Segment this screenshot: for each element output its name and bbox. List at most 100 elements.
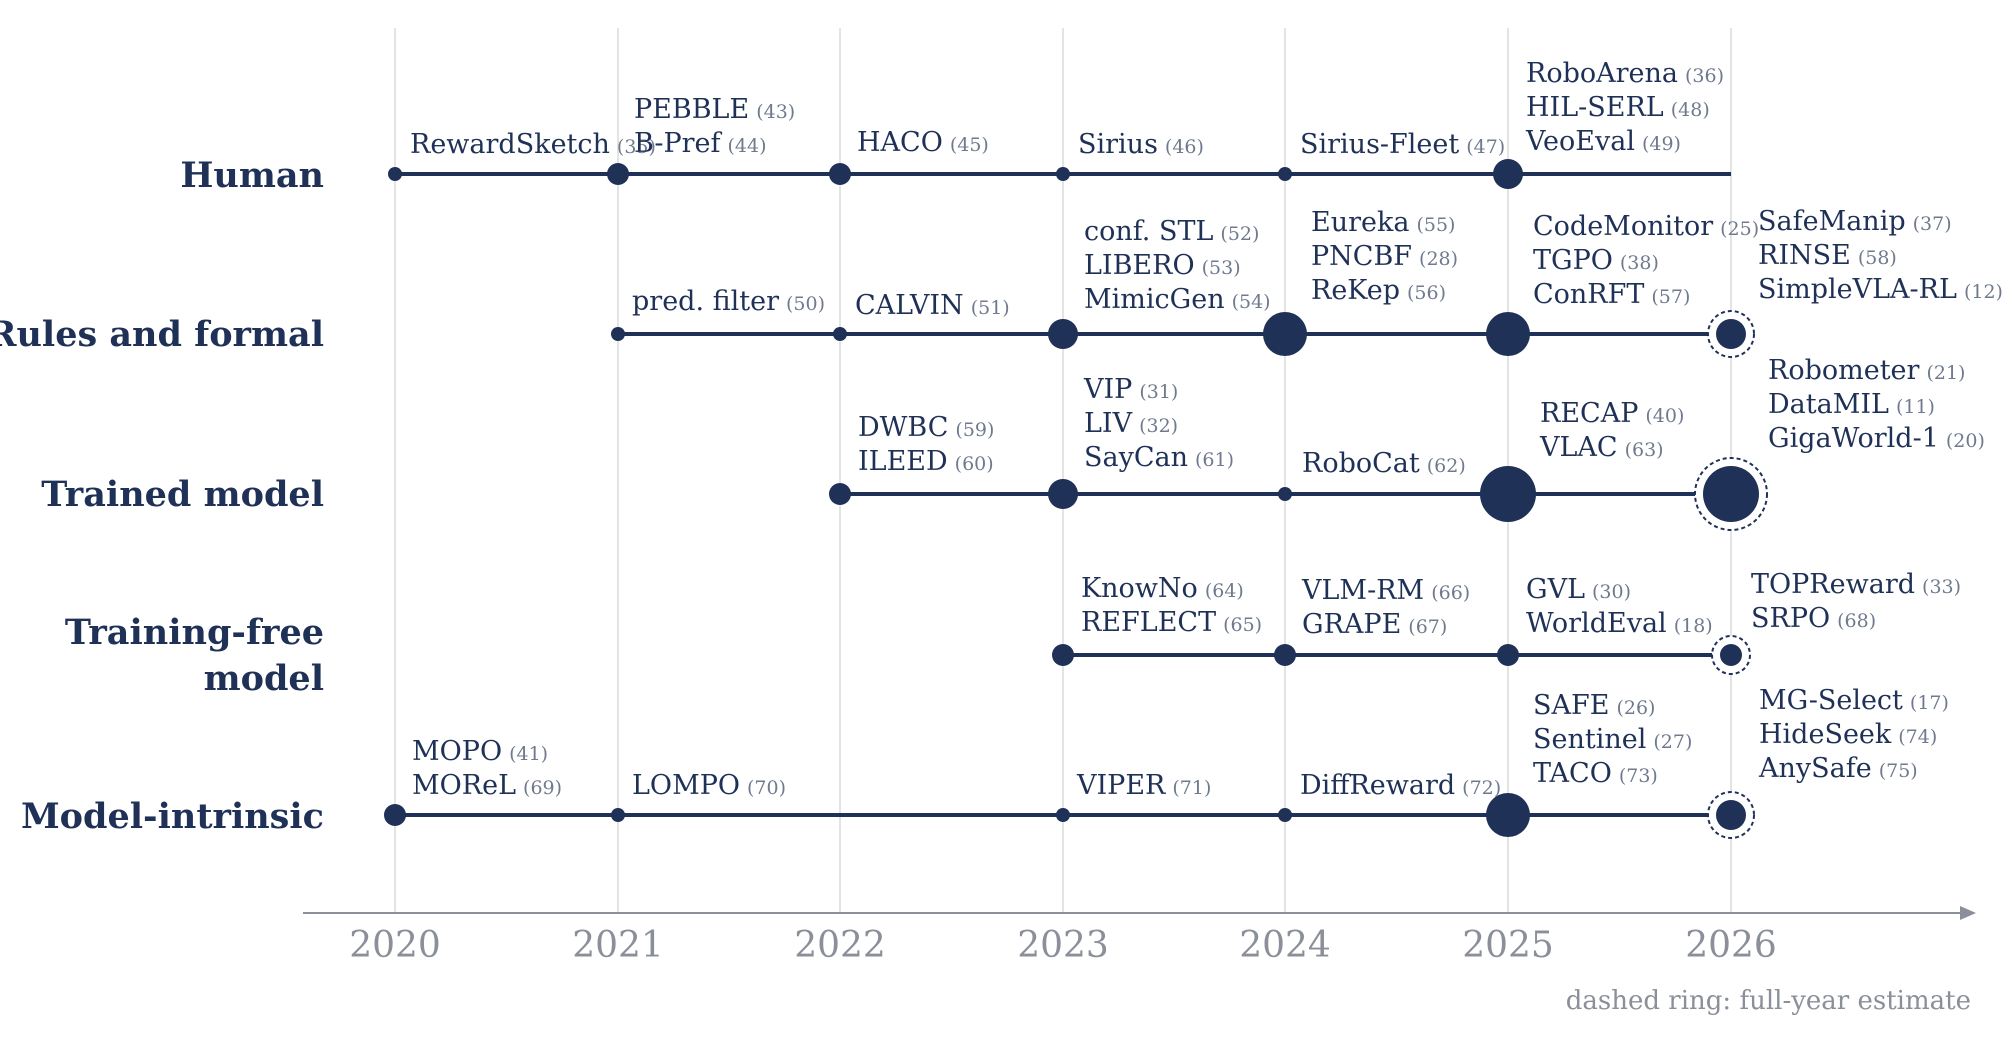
paper-entry: DWBC (59) <box>858 412 994 443</box>
paper-entry: SAFE (26) <box>1533 690 1655 721</box>
year-label-2025: 2025 <box>1462 925 1554 966</box>
year-node <box>1480 466 1536 522</box>
paper-entry: REFLECT (65) <box>1081 607 1262 638</box>
year-node <box>1278 487 1292 501</box>
year-node <box>829 163 851 185</box>
paper-entry: RoboArena (36) <box>1526 58 1724 89</box>
paper-entry: HideSeek (74) <box>1759 719 1937 750</box>
paper-entry: GRAPE (67) <box>1302 609 1447 640</box>
year-node <box>1048 319 1078 349</box>
year-node <box>1703 466 1759 522</box>
year-label-2026: 2026 <box>1685 925 1777 966</box>
year-label-2020: 2020 <box>349 925 441 966</box>
row-label: Rules and formal <box>0 314 324 355</box>
legend-note: dashed ring: full-year estimate <box>1566 986 1971 1016</box>
time-axis <box>303 906 1976 920</box>
paper-entry: Sirius-Fleet (47) <box>1300 129 1505 160</box>
year-label-2024: 2024 <box>1239 925 1331 966</box>
timeline-row: Model-intrinsic MOPO (41)MOReL (69) LOMPO (70… <box>21 685 1949 839</box>
paper-entry: SimpleVLA-RL (12) <box>1758 274 2003 305</box>
year-node <box>1052 644 1074 666</box>
year-node <box>611 808 625 822</box>
paper-entry: HIL-SERL (48) <box>1526 92 1710 123</box>
paper-entry: PEBBLE (43) <box>634 94 795 125</box>
paper-entry: Sentinel (27) <box>1533 724 1692 755</box>
year-label-2023: 2023 <box>1017 925 1109 966</box>
year-node <box>388 167 402 181</box>
year-node <box>1493 159 1523 189</box>
timeline-row: Rules and formal pred. filter (50) CALVIN (5… <box>0 206 2003 358</box>
year-node <box>829 483 851 505</box>
paper-entry: MOReL (69) <box>412 770 562 801</box>
year-node <box>1486 793 1530 837</box>
paper-entry: LOMPO (70) <box>632 770 786 801</box>
paper-entry: TGPO (38) <box>1533 245 1659 276</box>
year-node <box>384 804 406 826</box>
year-labels: 2020 2021 2022 2023 2024 2025 2026 <box>349 925 1777 966</box>
year-node <box>1278 167 1292 181</box>
year-gridlines <box>394 28 1732 912</box>
paper-entry: TACO (73) <box>1533 758 1658 789</box>
paper-entry: MG-Select (17) <box>1759 685 1949 716</box>
timeline-row: Human RewardSketch (35) PEBBLE (43)B-Pref (44… <box>180 58 1731 196</box>
year-node <box>1048 479 1078 509</box>
year-node <box>611 327 625 341</box>
year-node <box>1716 800 1746 830</box>
year-node <box>1497 644 1519 666</box>
paper-entry: VIP (31) <box>1083 374 1178 405</box>
paper-entry: RECAP (40) <box>1540 398 1684 429</box>
year-label-2022: 2022 <box>794 925 886 966</box>
year-label-2021: 2021 <box>572 925 664 966</box>
row-label: Model-intrinsic <box>21 796 324 837</box>
year-node <box>1278 808 1292 822</box>
year-node <box>607 163 629 185</box>
paper-entry: LIBERO (53) <box>1084 250 1241 281</box>
paper-entry: ILEED (60) <box>858 446 994 477</box>
paper-entry: RewardSketch (35) <box>410 129 656 160</box>
paper-entry: MimicGen (54) <box>1084 284 1271 315</box>
paper-entry: SafeManip (37) <box>1758 206 1952 237</box>
paper-entry: PNCBF (28) <box>1311 241 1458 272</box>
paper-entry: SayCan (61) <box>1084 442 1234 473</box>
year-node <box>1716 319 1746 349</box>
paper-entry: Sirius (46) <box>1078 129 1204 160</box>
year-node <box>1056 808 1070 822</box>
paper-entry: KnowNo (64) <box>1081 573 1244 604</box>
paper-entry: TOPReward (33) <box>1751 569 1961 600</box>
row-label: Training-free model <box>65 612 324 699</box>
paper-entry: DiffReward (72) <box>1300 770 1501 801</box>
paper-entry: conf. STL (52) <box>1084 216 1259 247</box>
paper-entry: Robometer (21) <box>1768 355 1965 386</box>
paper-entry: ConRFT (57) <box>1533 279 1690 310</box>
paper-entry: SRPO (68) <box>1751 603 1876 634</box>
paper-entry: GVL (30) <box>1526 574 1631 605</box>
paper-entry: VLAC (63) <box>1539 432 1664 463</box>
paper-entry: DataMIL (11) <box>1768 389 1935 420</box>
paper-entry: VeoEval (49) <box>1525 126 1681 157</box>
paper-entry: VIPER (71) <box>1076 770 1211 801</box>
row-label: Human <box>180 155 324 196</box>
paper-entry: WorldEval (18) <box>1526 608 1713 639</box>
paper-entry: VLM-RM (66) <box>1301 575 1470 606</box>
paper-entry: ReKep (56) <box>1311 275 1446 306</box>
year-node <box>1274 644 1296 666</box>
paper-entry: HACO (45) <box>857 127 989 158</box>
year-node <box>833 327 847 341</box>
year-node <box>1720 644 1742 666</box>
axis-arrow-icon <box>1960 906 1976 920</box>
year-node <box>1263 312 1307 356</box>
timeline-row: Trained model DWBC (59)ILEED (60) VIP (31)LIV… <box>41 355 1985 531</box>
row-label: Trained model <box>41 474 324 515</box>
paper-entry: B-Pref (44) <box>634 128 767 159</box>
paper-entry: pred. filter (50) <box>632 286 825 317</box>
paper-entry: LIV (32) <box>1084 408 1178 439</box>
paper-entry: CodeMonitor (25) <box>1533 211 1759 242</box>
paper-entry: CALVIN (51) <box>855 290 1010 321</box>
paper-entry: RINSE (58) <box>1758 240 1897 271</box>
paper-entry: AnySafe (75) <box>1758 753 1918 784</box>
year-node <box>1056 167 1070 181</box>
timeline-rows: Human RewardSketch (35) PEBBLE (43)B-Pref (44… <box>0 58 2003 839</box>
paper-entry: MOPO (41) <box>412 736 548 767</box>
paper-entry: Eureka (55) <box>1311 207 1455 238</box>
